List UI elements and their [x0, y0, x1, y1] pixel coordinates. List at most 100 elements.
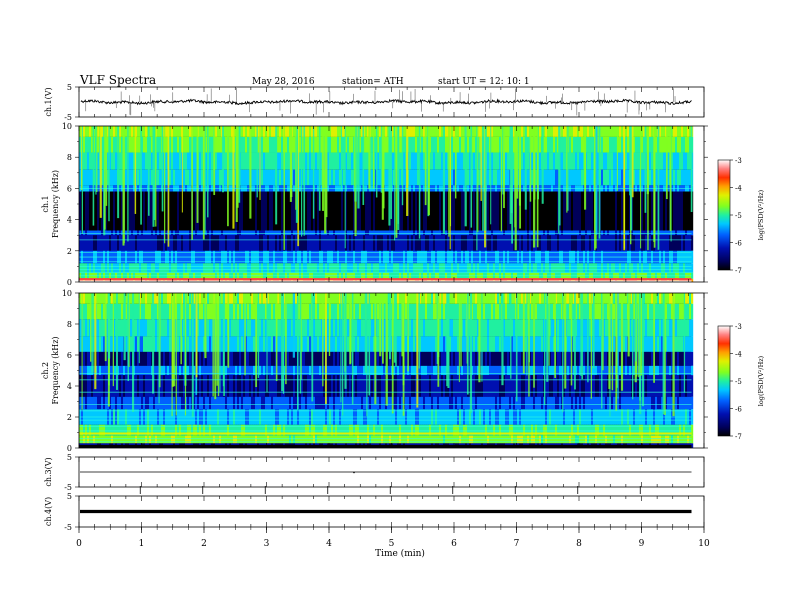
spectrogram-cell [79, 152, 82, 170]
spectrogram-cell [367, 136, 370, 153]
spectrogram-cell [91, 263, 94, 273]
spectrogram-cell [179, 191, 182, 231]
spectrogram-cell [87, 319, 90, 337]
spectrogram-cell [129, 303, 132, 320]
spectrogram-cell [399, 191, 402, 231]
spectrogram-cell [413, 169, 416, 186]
spectrogram-cell [219, 191, 222, 231]
spectrogram-cell [621, 263, 624, 273]
spectrogram-cell [93, 424, 96, 436]
spectrogram-cell [163, 351, 166, 366]
spectrogram-cell [673, 230, 676, 236]
spectrogram-cell [415, 263, 418, 273]
spectrogram-cell [551, 169, 554, 186]
spectrogram-cell [137, 169, 140, 186]
spectrogram-cell [499, 169, 502, 186]
spectrogram-cell [111, 424, 114, 436]
spectrogram-cell [343, 136, 346, 153]
spectrogram-cell [263, 263, 266, 273]
spectrogram-cell [85, 435, 88, 444]
spectrogram-cell [331, 263, 334, 273]
spectrogram-cell [187, 235, 190, 251]
spectrogram-cell [83, 375, 86, 397]
spectrogram-cell [87, 126, 90, 137]
spectrogram-cell [457, 152, 460, 170]
spectrogram-cell [467, 152, 470, 170]
spherics-streak [449, 126, 451, 250]
spectrogram-cell [245, 191, 248, 231]
spectrogram-cell [545, 235, 548, 251]
spectrogram-cell [615, 136, 618, 153]
spectrogram-cell [203, 351, 206, 366]
spectrogram-cell [195, 396, 198, 410]
spectrogram-cell [555, 263, 558, 273]
spectrogram-cell [431, 126, 434, 137]
spectrogram-cell [109, 235, 112, 251]
spectrogram-cell [307, 263, 310, 273]
spectrogram-cell [613, 136, 616, 153]
spectrogram-cell [163, 303, 166, 320]
spectrogram-cell [607, 230, 610, 236]
spectrogram-cell [115, 435, 118, 444]
spectrogram-cell [683, 136, 686, 153]
spectrogram-cell [677, 235, 680, 251]
spectrogram-cell [397, 230, 400, 236]
spectrogram-cell [261, 230, 264, 236]
spectrogram-cell [83, 126, 86, 137]
spectrogram-cell [341, 136, 344, 153]
spectrogram-cell [221, 319, 224, 337]
spectrogram-cell [129, 293, 132, 304]
spectrogram-cell [347, 152, 350, 170]
spectrogram-cell [665, 263, 668, 273]
spectrogram-cell [95, 435, 98, 444]
spectrogram-cell [307, 230, 310, 236]
spectrogram-cell [117, 263, 120, 273]
spectrogram-cell [467, 136, 470, 153]
spectrogram-cell [189, 336, 192, 352]
spectrogram-cell [539, 191, 542, 231]
spectrogram-cell [411, 235, 414, 251]
spectrogram-cell [119, 319, 122, 337]
spectrogram-cell [637, 235, 640, 251]
spectrogram-cell [97, 136, 100, 153]
spectrogram-cell [213, 230, 216, 236]
spectrogram-cell [119, 336, 122, 352]
spectrogram-cell [295, 235, 298, 251]
spectrogram-cell [663, 152, 666, 170]
spherics-streak [81, 126, 84, 234]
spectrogram-cell [151, 435, 154, 444]
spectrogram-cell [685, 263, 688, 273]
spectrogram-cell [359, 230, 362, 236]
spectrogram-cell [97, 375, 100, 397]
spectrogram-cell [531, 230, 534, 236]
spectrogram-cell [187, 293, 190, 304]
spectrogram-cell [471, 152, 474, 170]
spectrogram-cell [315, 169, 318, 186]
spectrogram-cell [355, 263, 358, 273]
spectrogram-cell [683, 230, 686, 236]
spectrogram-cell [317, 230, 320, 236]
spectrogram-cell [183, 293, 186, 304]
spectrogram-cell [167, 375, 170, 397]
spectrogram-cell [499, 263, 502, 273]
spectrogram-cell [201, 263, 204, 273]
spectrogram-cell [121, 169, 124, 186]
spectrogram-cell [179, 152, 182, 170]
spectrogram-cell [135, 336, 138, 352]
spectrogram-cell [665, 230, 668, 236]
spectrogram-cell [611, 136, 614, 153]
spectrogram-cell [667, 126, 670, 137]
spectrogram-cell [371, 136, 374, 153]
spectrogram-cell [263, 230, 266, 236]
spectrogram-cell [313, 263, 316, 273]
spectrogram-cell [415, 191, 418, 231]
spectrogram-cell [181, 435, 184, 444]
spectrogram-cell [101, 235, 104, 251]
spherics-streak [503, 126, 505, 209]
spherics-streak [153, 126, 156, 221]
spectrogram-cell [671, 230, 674, 236]
spectrogram-cell [181, 424, 184, 436]
spectrogram-cell [83, 396, 86, 410]
spectrogram-cell [493, 263, 496, 273]
spectrogram-cell [411, 169, 414, 186]
